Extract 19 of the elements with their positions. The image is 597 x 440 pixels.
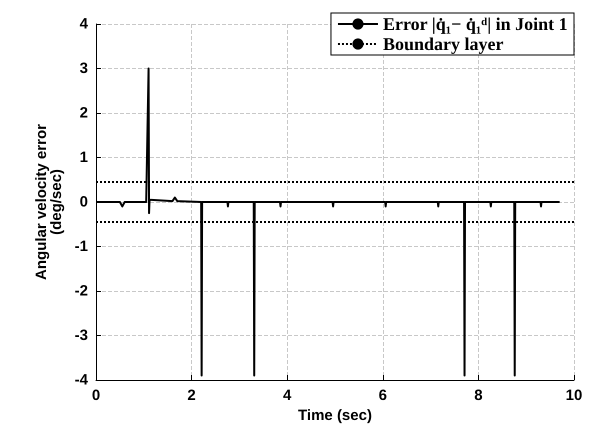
x-tick-label: 2 — [187, 387, 196, 404]
y-tick-label: 3 — [80, 60, 88, 77]
y-tick-label: 1 — [80, 149, 88, 166]
y-tick-label: -1 — [74, 238, 88, 255]
x-axis-title: Time (sec) — [298, 406, 372, 424]
y-tick-label: -4 — [74, 372, 89, 388]
x-tick-label: 4 — [283, 387, 292, 404]
y-tick-label: 2 — [80, 104, 88, 122]
y-tick-label: 4 — [80, 16, 89, 32]
legend-label: Error |q̇₁− q̇₁ᵈ| in Joint 1 — [382, 14, 568, 34]
y-tick-label: -3 — [74, 327, 88, 344]
y-tick-label: 0 — [80, 194, 88, 210]
x-tick-label: 8 — [474, 387, 483, 404]
y-axis-title: Angular velocity error (deg/sec) — [32, 124, 65, 280]
legend-label: Boundary layer — [382, 34, 504, 54]
x-tick-label: 6 — [378, 387, 387, 404]
y-tick-label: -2 — [74, 282, 88, 300]
x-tick-label: 0 — [92, 387, 100, 404]
x-tick-label: 10 — [566, 387, 582, 404]
